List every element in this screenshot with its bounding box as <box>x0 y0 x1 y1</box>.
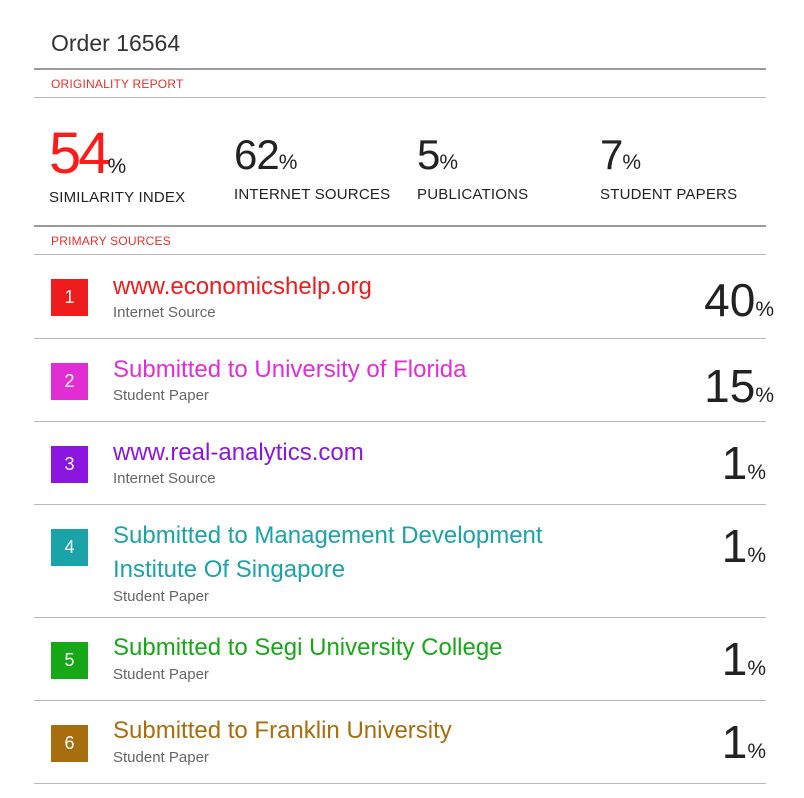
divider <box>34 97 766 98</box>
internet-sources-value: 62 <box>234 131 280 178</box>
source-percent-unit: % <box>747 657 766 680</box>
similarity-index-unit: % <box>107 155 127 178</box>
source-percent: 1% <box>722 523 766 569</box>
divider <box>34 421 766 422</box>
source-type: Student Paper <box>113 387 209 404</box>
source-row[interactable]: 1 www.economicshelp.org Internet Source … <box>34 255 774 338</box>
source-percent-unit: % <box>747 544 766 567</box>
source-percent-unit: % <box>755 298 774 321</box>
source-percent: 15% <box>704 363 774 409</box>
student-papers-value: 7 <box>600 131 623 178</box>
similarity-index-value: 54 <box>49 121 110 186</box>
source-percent-value: 1 <box>721 437 748 489</box>
source-rank-badge: 3 <box>51 446 88 483</box>
source-percent-unit: % <box>755 384 774 407</box>
source-type: Internet Source <box>113 470 216 487</box>
similarity-index-stat: 54% SIMILARITY INDEX <box>49 125 186 207</box>
source-percent-value: 1 <box>721 633 748 685</box>
divider <box>34 225 766 227</box>
source-percent-value: 1 <box>721 716 748 768</box>
divider <box>34 504 766 505</box>
student-papers-unit: % <box>622 151 642 174</box>
source-rank-badge: 5 <box>51 642 88 679</box>
source-percent: 1% <box>722 719 766 765</box>
divider <box>34 338 766 339</box>
source-percent-value: 15 <box>704 360 756 412</box>
divider <box>34 254 766 255</box>
student-papers-stat: 7% STUDENT PAPERS <box>600 131 738 204</box>
publications-value: 5 <box>417 131 440 178</box>
source-percent: 1% <box>722 636 766 682</box>
divider <box>34 68 766 70</box>
source-row[interactable]: 4 Submitted to Management Development In… <box>34 505 774 617</box>
divider <box>34 617 766 618</box>
source-row[interactable]: 5 Submitted to Segi University College S… <box>34 618 774 700</box>
source-type: Student Paper <box>113 588 209 605</box>
publications-label: PUBLICATIONS <box>417 186 529 203</box>
source-name-link[interactable]: www.economicshelp.org <box>113 273 372 300</box>
student-papers-label: STUDENT PAPERS <box>600 186 738 203</box>
source-row[interactable]: 3 www.real-analytics.com Internet Source… <box>34 422 774 504</box>
originality-report-label: ORIGINALITY REPORT <box>51 77 184 91</box>
source-percent-value: 1 <box>721 520 748 572</box>
source-name-link[interactable]: Submitted to University of Florida <box>113 356 467 383</box>
divider <box>34 783 766 784</box>
publications-stat: 5% PUBLICATIONS <box>417 131 529 204</box>
source-percent-unit: % <box>747 461 766 484</box>
source-row[interactable]: 2 Submitted to University of Florida Stu… <box>34 339 774 421</box>
source-percent: 40% <box>704 277 774 323</box>
source-name-link[interactable]: Submitted to Management Development Inst… <box>113 522 543 583</box>
source-type: Student Paper <box>113 749 209 766</box>
internet-sources-stat: 62% INTERNET SOURCES <box>234 131 391 204</box>
source-percent-value: 40 <box>704 274 756 326</box>
source-type: Student Paper <box>113 666 209 683</box>
source-rank-badge: 6 <box>51 725 88 762</box>
internet-sources-unit: % <box>278 151 298 174</box>
internet-sources-label: INTERNET SOURCES <box>234 186 391 203</box>
source-type: Internet Source <box>113 304 216 321</box>
source-name-link[interactable]: www.real-analytics.com <box>113 439 364 466</box>
source-name-link[interactable]: Submitted to Segi University College <box>113 634 503 661</box>
similarity-index-label: SIMILARITY INDEX <box>49 189 186 206</box>
primary-sources-label: PRIMARY SOURCES <box>51 234 171 248</box>
source-row[interactable]: 6 Submitted to Franklin University Stude… <box>34 701 774 783</box>
divider <box>34 700 766 701</box>
source-percent: 1% <box>722 440 766 486</box>
order-title: Order 16564 <box>51 30 181 56</box>
source-rank-badge: 2 <box>51 363 88 400</box>
source-percent-unit: % <box>747 740 766 763</box>
source-rank-badge: 1 <box>51 279 88 316</box>
source-name-link[interactable]: Submitted to Franklin University <box>113 717 452 744</box>
publications-unit: % <box>439 151 459 174</box>
source-rank-badge: 4 <box>51 529 88 566</box>
